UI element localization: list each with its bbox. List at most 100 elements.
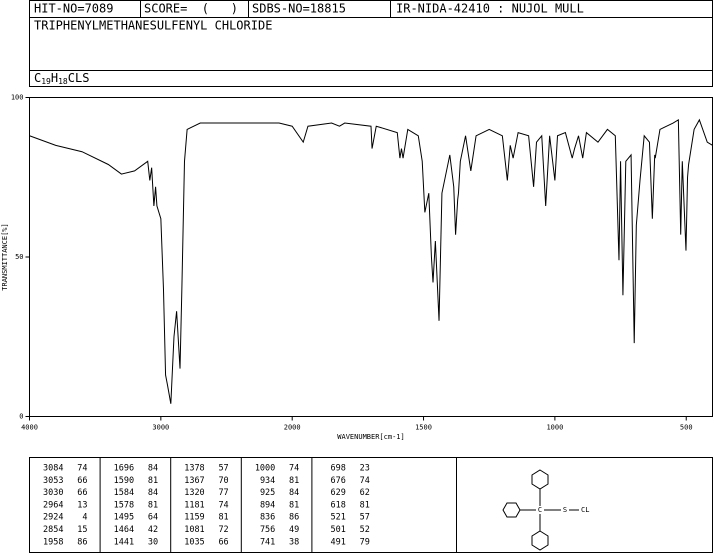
peak-table-frame	[29, 457, 457, 553]
peak-wavenumber: 1584	[114, 488, 134, 498]
peak-transmittance: 84	[289, 488, 299, 498]
peak-wavenumber: 1958	[43, 537, 63, 547]
peak-wavenumber: 1367	[184, 476, 204, 486]
peak-transmittance: 4	[82, 513, 87, 523]
peak-wavenumber: 1000	[255, 464, 275, 474]
peak-wavenumber: 3084	[43, 464, 63, 474]
peak-wavenumber: 3053	[43, 476, 63, 486]
phenyl-ring	[531, 530, 549, 551]
peak-wavenumber: 1495	[114, 513, 134, 523]
peak-transmittance: 49	[289, 525, 299, 535]
peak-transmittance: 42	[148, 525, 158, 535]
x-tick-label: 3000	[152, 424, 169, 432]
x-tick-label: 500	[680, 424, 693, 432]
formula-part: 18	[58, 77, 68, 86]
spectrum-line	[29, 118, 713, 404]
peak-transmittance: 81	[148, 500, 158, 510]
peak-transmittance: 74	[218, 500, 228, 510]
peak-wavenumber: 934	[260, 476, 275, 486]
phenyl-ring	[502, 502, 521, 518]
peak-wavenumber: 741	[260, 537, 275, 547]
peak-transmittance: 86	[77, 537, 87, 547]
peak-transmittance: 62	[360, 488, 370, 498]
peak-transmittance: 57	[360, 513, 370, 523]
peak-transmittance: 77	[218, 488, 228, 498]
atom-label: S	[563, 506, 567, 514]
peak-transmittance: 66	[77, 476, 87, 486]
formula-part: 19	[41, 77, 51, 86]
peak-transmittance: 70	[218, 476, 228, 486]
peak-transmittance: 84	[148, 464, 158, 474]
structure	[502, 469, 579, 551]
peak-transmittance: 84	[148, 488, 158, 498]
peak-transmittance: 38	[289, 537, 299, 547]
x-tick-label: 2000	[284, 424, 301, 432]
hit-no: HIT-NO=7089	[34, 2, 113, 16]
y-tick-label: 0	[19, 413, 23, 421]
y-tick-label: 100	[11, 94, 24, 102]
peak-transmittance: 81	[360, 500, 370, 510]
peak-wavenumber: 894	[260, 500, 275, 510]
peak-wavenumber: 2924	[43, 513, 63, 523]
y-tick-label: 50	[15, 253, 23, 261]
compound-name: TRIPHENYLMETHANESULFENYL CHLORIDE	[34, 19, 272, 33]
peak-transmittance: 66	[77, 488, 87, 498]
peak-wavenumber: 1590	[114, 476, 134, 486]
peak-wavenumber: 1181	[184, 500, 204, 510]
peak-transmittance: 30	[148, 537, 158, 547]
peak-wavenumber: 2964	[43, 500, 63, 510]
peak-transmittance: 81	[289, 500, 299, 510]
peak-wavenumber: 3030	[43, 488, 63, 498]
peak-wavenumber: 629	[331, 488, 346, 498]
peak-wavenumber: 521	[331, 513, 346, 523]
peak-transmittance: 13	[77, 500, 87, 510]
peak-transmittance: 15	[77, 525, 87, 535]
peak-transmittance: 81	[289, 476, 299, 486]
peak-transmittance: 86	[289, 513, 299, 523]
formula-part: H	[51, 71, 58, 85]
peak-transmittance: 57	[218, 464, 228, 474]
plot-frame	[29, 97, 713, 417]
header-frame	[29, 0, 713, 87]
peak-wavenumber: 1035	[184, 537, 204, 547]
x-tick-label: 1500	[415, 424, 432, 432]
peak-wavenumber: 1159	[184, 513, 204, 523]
peak-wavenumber: 756	[260, 525, 275, 535]
y-axis-label: TRANSMITTANCE[%]	[1, 223, 9, 290]
peak-wavenumber: 1464	[114, 525, 134, 535]
peak-wavenumber: 1081	[184, 525, 204, 535]
peak-wavenumber: 836	[260, 513, 275, 523]
x-axis-label: WAVENUMBER[cm-1]	[337, 433, 404, 441]
peak-wavenumber: 618	[331, 500, 346, 510]
atom-label: CL	[581, 506, 589, 514]
sdbs-no: SDBS-NO=18815	[252, 2, 346, 16]
peak-wavenumber: 1578	[114, 500, 134, 510]
formula-part: C	[34, 71, 41, 85]
peak-wavenumber: 698	[331, 464, 346, 474]
peak-transmittance: 74	[77, 464, 87, 474]
peak-transmittance: 52	[360, 525, 370, 535]
peak-transmittance: 81	[148, 476, 158, 486]
formula-part: CLS	[68, 71, 90, 85]
peak-transmittance: 66	[218, 537, 228, 547]
peak-wavenumber: 1378	[184, 464, 204, 474]
formula: C19H18CLS	[34, 71, 89, 86]
peak-transmittance: 74	[289, 464, 299, 474]
peak-transmittance: 81	[218, 513, 228, 523]
peak-transmittance: 74	[360, 476, 370, 486]
peak-wavenumber: 1441	[114, 537, 134, 547]
x-tick-label: 1000	[546, 424, 563, 432]
peak-wavenumber: 491	[331, 537, 346, 547]
peak-wavenumber: 2854	[43, 525, 63, 535]
peak-wavenumber: 501	[331, 525, 346, 535]
atom-label: C	[538, 506, 542, 514]
structure-frame	[456, 457, 713, 553]
peak-wavenumber: 925	[260, 488, 275, 498]
peak-wavenumber: 1320	[184, 488, 204, 498]
peak-transmittance: 64	[148, 513, 158, 523]
peak-wavenumber: 676	[331, 476, 346, 486]
ir-no: IR-NIDA-42410 : NUJOL MULL	[396, 2, 584, 16]
peak-wavenumber: 1696	[114, 464, 134, 474]
